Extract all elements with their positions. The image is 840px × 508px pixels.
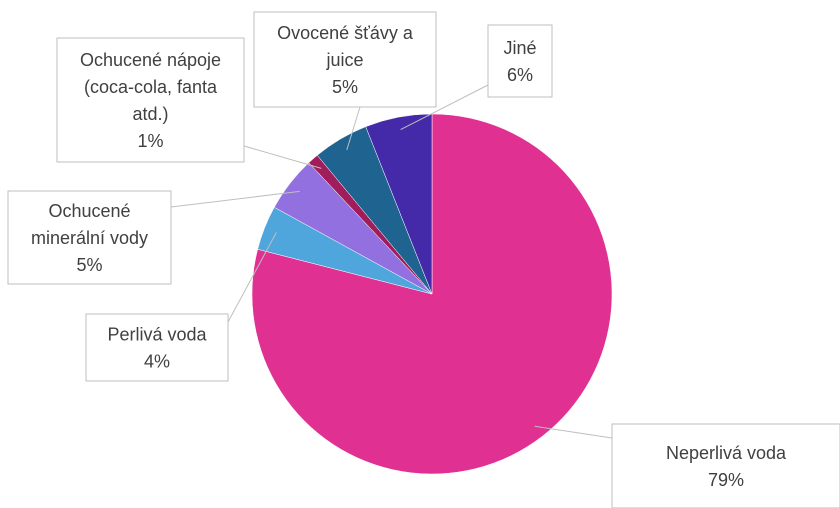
slice-value-label: 79% — [708, 470, 744, 490]
callout-box-1 — [611, 423, 840, 508]
slice-value-label: 4% — [144, 352, 170, 372]
slice-category-label: Perlivá voda — [107, 325, 207, 345]
leader-line-5 — [346, 106, 361, 151]
pie-callouts: Neperlivá voda 79% Perlivá voda 4% Ochucené m… — [7, 11, 840, 508]
slice-category-label: minerální vody — [31, 228, 148, 248]
slice-value-label: 6% — [507, 65, 533, 85]
slice-value-label: 1% — [137, 131, 163, 151]
callout-box-4 — [56, 37, 245, 163]
slice-category-label: (coca-cola, fanta — [84, 77, 218, 97]
slice-value-label: 5% — [332, 77, 358, 97]
leader-line-2 — [227, 232, 277, 323]
callout-box-2 — [85, 313, 229, 382]
slice-category-label: Neperlivá voda — [666, 443, 787, 463]
leader-line-6 — [400, 84, 489, 131]
slice-category-label: juice — [325, 50, 363, 70]
slice-category-label: Ovocené šťávy a — [277, 23, 414, 43]
leader-line-1 — [534, 425, 613, 439]
pie-slices — [251, 113, 613, 475]
callout-box-6 — [487, 24, 553, 98]
slice-category-label: Ochucené — [48, 201, 130, 221]
pie-slice-1 — [251, 113, 613, 475]
slice-category-label: Ochucené nápoje — [80, 50, 221, 70]
callout-box-3 — [7, 190, 172, 285]
slice-category-label: atd.) — [132, 104, 168, 124]
slice-value-label: 5% — [76, 255, 102, 275]
leader-line-3 — [170, 190, 300, 208]
slice-category-label: Jiné — [503, 38, 536, 58]
leader-line-4 — [243, 145, 322, 169]
callout-box-5 — [253, 11, 437, 108]
